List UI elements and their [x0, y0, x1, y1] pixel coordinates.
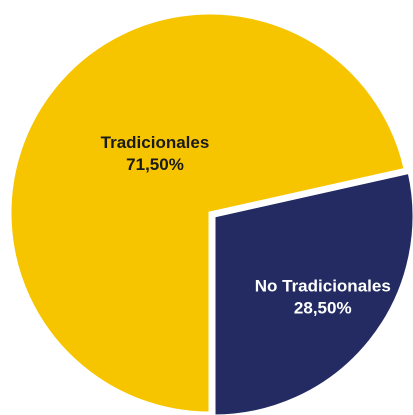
slice-name-label: No Tradicionales	[255, 277, 391, 296]
pie-labels: Tradicionales 71,50% No Tradicionales 28,50…	[101, 133, 391, 318]
pie-slice-tradicionales	[8, 11, 407, 415]
slice-name-label: Tradicionales	[101, 133, 210, 152]
slice-value-label: 28,50%	[294, 299, 352, 318]
pie-slices	[8, 11, 413, 415]
pie-slice-no-tradicionales	[212, 170, 413, 415]
slice-value-label: 71,50%	[126, 155, 184, 174]
